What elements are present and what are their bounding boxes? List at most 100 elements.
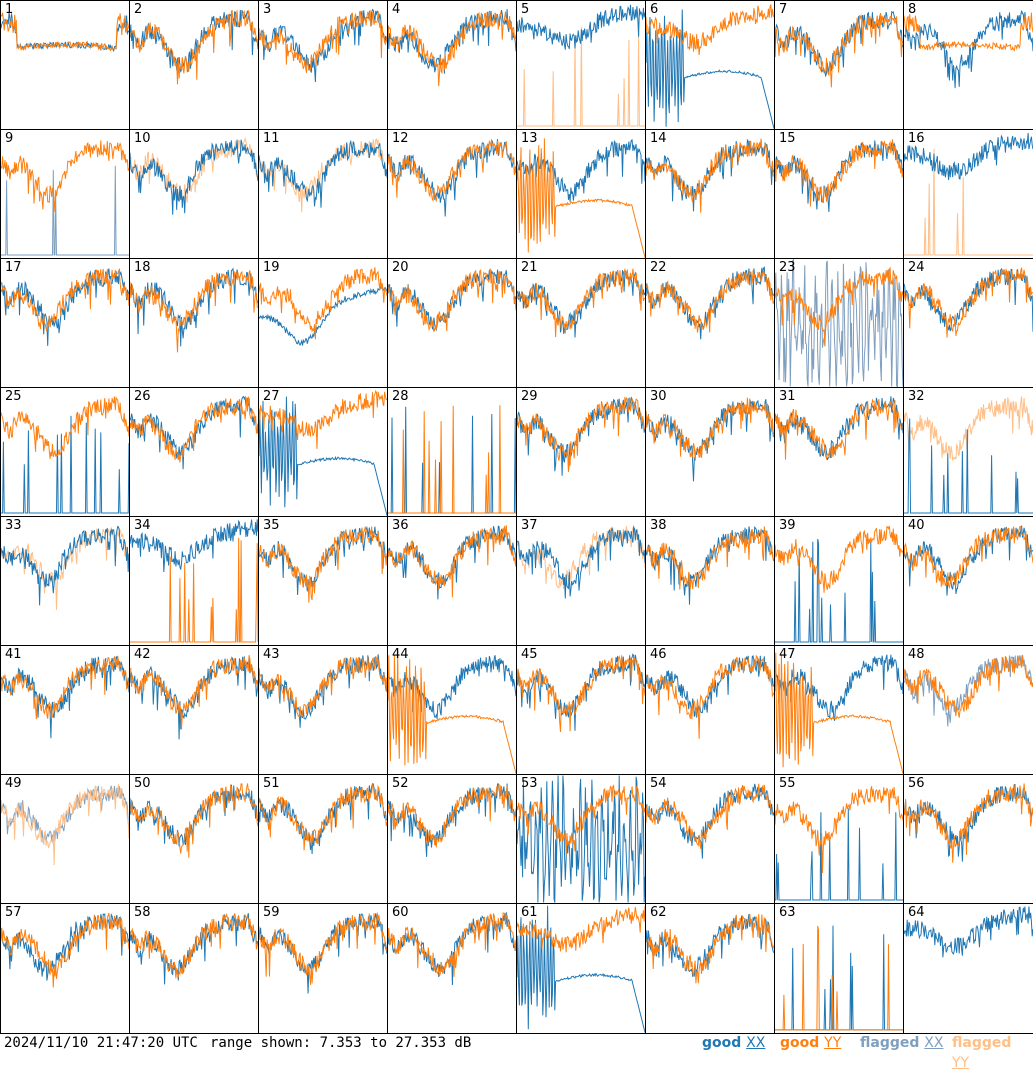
panel-number: 8 (908, 2, 917, 17)
panel-plot (388, 138, 516, 217)
panel-number: 1 (5, 2, 14, 17)
panel-number: 51 (263, 776, 280, 791)
panel-plot (517, 138, 645, 258)
antenna-panel: 43 (258, 645, 388, 775)
panel-number: 41 (5, 647, 22, 662)
antenna-panel: 6 (645, 0, 775, 130)
series-yy-line (130, 136, 258, 203)
antenna-panel: 9 (0, 129, 130, 259)
panel-plot (388, 268, 516, 332)
panel-number: 26 (134, 389, 151, 404)
series-yy-line (388, 140, 516, 203)
panel-number: 9 (5, 131, 14, 146)
series-yy-line (388, 783, 516, 848)
series-xx-line (904, 10, 1033, 89)
series-xx-line (517, 396, 645, 476)
panel-number: 45 (521, 647, 538, 662)
series-yy-line (646, 654, 774, 739)
panel-plot (646, 783, 774, 859)
panel-plot (388, 405, 516, 514)
panel-number: 16 (908, 131, 925, 146)
panel-number: 49 (5, 776, 22, 791)
legend-good-yy: good YY (780, 1033, 841, 1053)
antenna-panel: 4 (387, 0, 517, 130)
antenna-panel: 2 (129, 0, 259, 130)
series-yy-line (775, 525, 903, 593)
panel-plot (517, 396, 645, 476)
panel-number: 57 (5, 905, 22, 920)
antenna-panel: 35 (258, 516, 388, 646)
panel-plot (259, 525, 387, 603)
panel-number: 31 (779, 389, 796, 404)
panel-number: 43 (263, 647, 280, 662)
series-yy-line (388, 268, 516, 332)
panel-number: 25 (5, 389, 22, 404)
antenna-panel: 24 (903, 258, 1033, 388)
series-yy-line (646, 397, 774, 460)
antenna-panel: 29 (516, 387, 646, 517)
panel-plot (259, 912, 387, 994)
panel-number: 62 (650, 905, 667, 920)
antenna-panel: 61 (516, 903, 646, 1034)
antenna-panel: 20 (387, 258, 517, 388)
panel-number: 58 (134, 905, 151, 920)
antenna-panel: 8 (903, 0, 1033, 130)
antenna-panel: 10 (129, 129, 259, 259)
antenna-panel: 16 (903, 129, 1033, 259)
panel-plot (775, 925, 903, 1031)
panel-number: 20 (392, 260, 409, 275)
antenna-panel: 51 (258, 774, 388, 904)
panel-plot (388, 525, 516, 600)
panel-plot (775, 652, 903, 774)
panel-plot (259, 267, 387, 347)
series-xx-line (388, 138, 516, 217)
series-yy-line (1, 396, 129, 459)
series-yy-line (1, 268, 129, 333)
panel-plot (259, 389, 387, 516)
series-yy-line (904, 12, 1033, 52)
panel-number: 22 (650, 260, 667, 275)
antenna-panel: 54 (645, 774, 775, 904)
panel-number: 60 (392, 905, 409, 920)
series-xx-line (259, 654, 387, 728)
series-xx-line (1, 656, 129, 739)
series-yy-line (646, 526, 774, 590)
series-yy-line (388, 650, 516, 774)
series-xx-line (130, 519, 258, 573)
series-yy-line (130, 912, 258, 979)
panel-number: 40 (908, 518, 925, 533)
antenna-panel: 45 (516, 645, 646, 775)
antenna-panel: 27 (258, 387, 388, 517)
panel-plot (1, 12, 129, 53)
series-yy-line (775, 12, 903, 88)
panel-plot (130, 519, 258, 643)
series-yy-line (388, 405, 516, 514)
panel-number: 48 (908, 647, 925, 662)
panel-plot (388, 9, 516, 87)
series-yy-line (904, 526, 1033, 589)
panel-number: 30 (650, 389, 667, 404)
panel-plot (646, 138, 774, 213)
series-xx-line (388, 9, 516, 74)
series-yy-line (517, 655, 645, 733)
antenna-panel: 30 (645, 387, 775, 517)
antenna-panel: 13 (516, 129, 646, 259)
series-yy-line (517, 396, 645, 472)
panel-number: 2 (134, 2, 143, 17)
panel-number: 54 (650, 776, 667, 791)
panel-plot (517, 775, 645, 903)
antenna-panel: 15 (774, 129, 904, 259)
legend-flagged-xx-state: flagged (860, 1035, 920, 1051)
series-yy-line (775, 786, 903, 874)
panel-number: 21 (521, 260, 538, 275)
panel-number: 46 (650, 647, 667, 662)
panel-plot (904, 906, 1033, 958)
antenna-panel: 48 (903, 645, 1033, 775)
panel-plot (388, 650, 516, 774)
series-yy-line (130, 396, 258, 463)
antenna-panel: 17 (0, 258, 130, 388)
panel-plot (646, 397, 774, 482)
series-yy-line (1, 12, 129, 52)
series-yy-line (130, 10, 258, 85)
panel-plot (904, 10, 1033, 89)
